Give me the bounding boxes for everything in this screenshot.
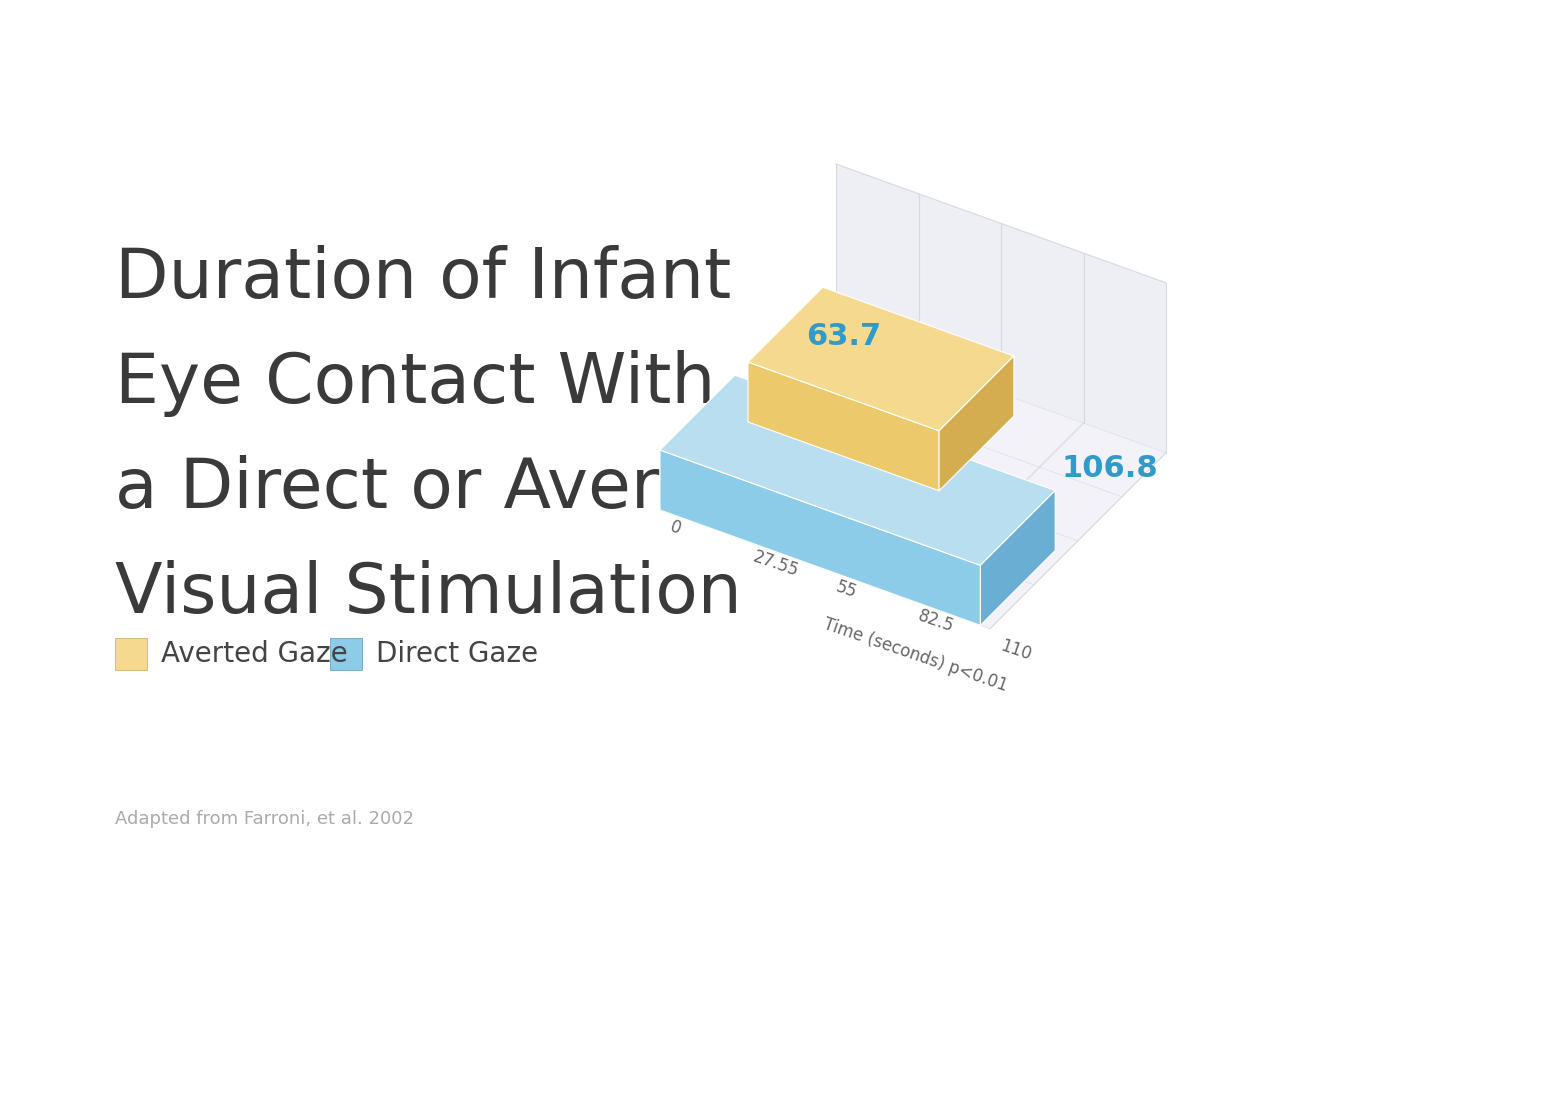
Text: Visual Stimulation: Visual Stimulation: [115, 560, 742, 627]
Text: 63.7: 63.7: [806, 322, 880, 351]
Polygon shape: [749, 362, 939, 491]
Polygon shape: [981, 491, 1056, 625]
Polygon shape: [660, 375, 1056, 565]
Text: Averted Gaze: Averted Gaze: [161, 640, 347, 668]
Polygon shape: [939, 356, 1014, 491]
FancyBboxPatch shape: [115, 638, 147, 670]
Polygon shape: [749, 287, 1014, 431]
Text: 0: 0: [668, 518, 684, 538]
Text: 27.55: 27.55: [750, 548, 801, 580]
Text: Adapted from Farroni, et al. 2002: Adapted from Farroni, et al. 2002: [115, 810, 414, 828]
Polygon shape: [660, 450, 981, 625]
FancyBboxPatch shape: [330, 638, 363, 670]
Text: Eye Contact With: Eye Contact With: [115, 350, 716, 417]
Text: Time (seconds) p<0.01: Time (seconds) p<0.01: [820, 615, 1009, 695]
Polygon shape: [660, 334, 1166, 629]
Text: 110: 110: [998, 637, 1034, 664]
Text: a Direct or Averted: a Direct or Averted: [115, 455, 773, 522]
Text: Direct Gaze: Direct Gaze: [377, 640, 538, 668]
Text: 82.5: 82.5: [916, 607, 956, 636]
Text: 106.8: 106.8: [1062, 453, 1158, 483]
Text: Duration of Infant: Duration of Infant: [115, 245, 732, 312]
Text: 55: 55: [832, 578, 859, 602]
Polygon shape: [835, 164, 1166, 453]
